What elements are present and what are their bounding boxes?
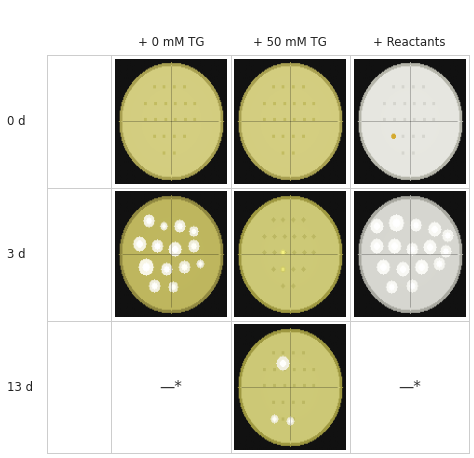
Text: + 0 mM TG: + 0 mM TG — [138, 36, 204, 49]
Text: + Reactants: + Reactants — [374, 36, 446, 49]
Text: + 50 mM TG: + 50 mM TG — [254, 36, 327, 49]
Text: 13 d: 13 d — [7, 381, 33, 393]
Text: —*: —* — [398, 380, 421, 394]
Text: —*: —* — [160, 380, 182, 394]
Text: 0 d: 0 d — [7, 115, 26, 128]
Text: 3 d: 3 d — [7, 248, 26, 261]
